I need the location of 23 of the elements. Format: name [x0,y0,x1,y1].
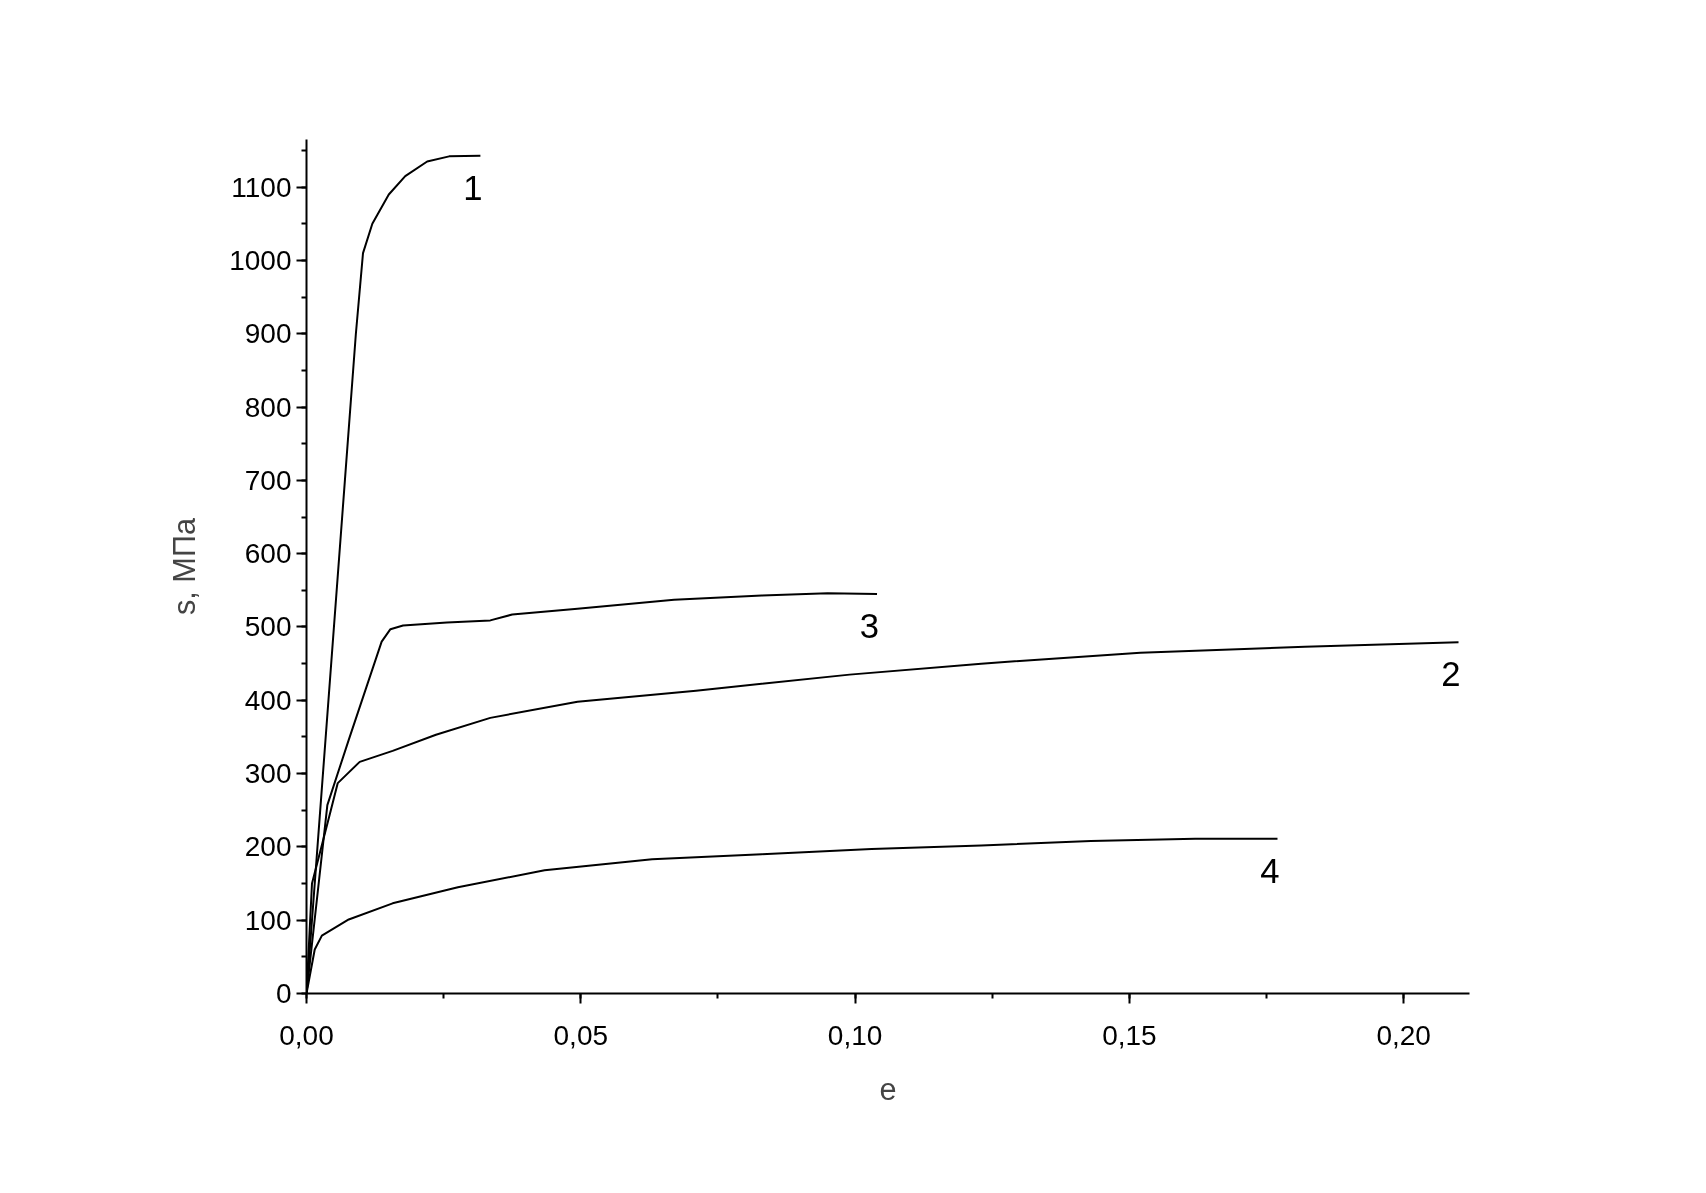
y-tick-label: 400 [244,684,292,716]
y-tick-label: 0 [275,978,292,1009]
y-tick-label: 900 [244,318,292,350]
series-label: 1 [463,168,483,207]
y-tick-label: 1000 [229,244,292,276]
series-label: 2 [1441,655,1461,694]
series-label: 3 [859,606,880,645]
y-tick-label: 100 [244,904,292,936]
y-tick-label: 700 [244,464,292,496]
y-tick-label: 300 [244,758,292,790]
y-tick-label: 1100 [231,171,292,203]
y-axis-title: s, МПа [167,517,202,615]
y-tick-label: 800 [244,391,292,423]
x-tick-label: 0,20 [1376,1019,1431,1051]
x-tick-label: 0,05 [553,1019,609,1051]
x-axis-title: e [879,1071,897,1106]
y-tick-label: 200 [244,831,292,863]
series-label: 4 [1260,851,1280,890]
y-tick-label: 600 [244,538,292,570]
x-tick-label: 0,15 [1102,1019,1157,1051]
x-tick-label: 0,00 [279,1019,334,1051]
x-tick-label: 0,10 [827,1019,883,1051]
y-tick-label: 500 [244,611,292,643]
